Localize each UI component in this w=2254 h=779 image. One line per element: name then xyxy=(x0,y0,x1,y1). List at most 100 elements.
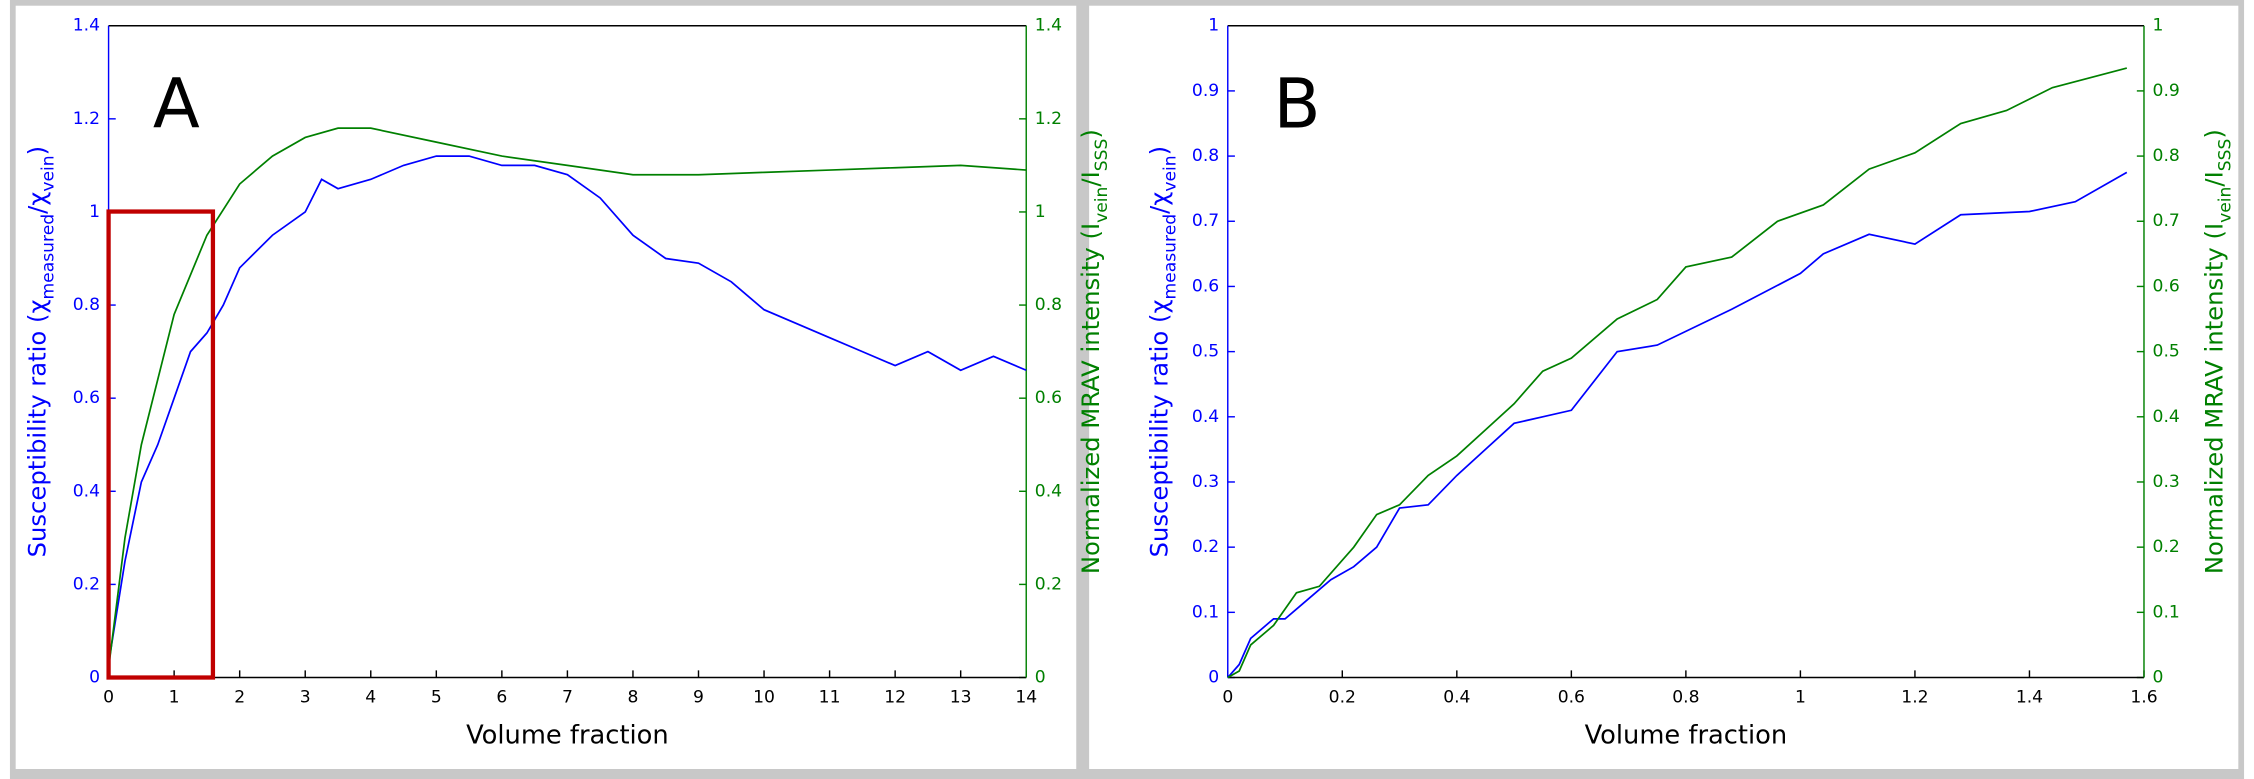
y2-tick-label: 0.2 xyxy=(2153,537,2180,557)
y-tick-label: 0 xyxy=(1208,668,1219,688)
x-tick-label: 0.6 xyxy=(1558,688,1585,708)
axis-label-part: Normalized MRAV intensity (I xyxy=(1076,223,1105,574)
y-tick-label: 0.8 xyxy=(1192,146,1219,166)
x-tick-label: 0 xyxy=(103,688,114,708)
y2-tick-label: 1.2 xyxy=(1035,109,1062,129)
y-tick-label: 0.3 xyxy=(1192,472,1219,492)
axis-label-subscript: measured xyxy=(39,214,59,300)
data-line xyxy=(107,127,1027,669)
axis-label-part: ) xyxy=(2199,129,2228,138)
y-tick-label: 0.5 xyxy=(1192,342,1219,362)
axis-label-subscript: vein xyxy=(39,155,59,191)
y-tick-label: 0.9 xyxy=(1192,81,1219,101)
y2-tick-label: 0.5 xyxy=(2153,342,2180,362)
y2-tick-label: 0.2 xyxy=(1035,574,1062,594)
axis-label-part: Susceptibility ratio (χ xyxy=(23,300,52,558)
axis-label-part: /I xyxy=(2199,171,2228,186)
axis-label-part: /I xyxy=(1076,171,1105,186)
y-tick-label: 0 xyxy=(89,668,100,688)
y2-tick-label: 0 xyxy=(1035,668,1046,688)
y-tick-label: 0.7 xyxy=(1192,211,1219,231)
x-tick-label: 4 xyxy=(365,688,376,708)
axis-label-part: Susceptibility ratio (χ xyxy=(1145,300,1174,558)
axis-label-part: ) xyxy=(1145,146,1174,155)
x-tick-label: 11 xyxy=(819,688,841,708)
x-tick-label: 1.2 xyxy=(1901,688,1928,708)
y2-axis-label: Normalized MRAV intensity (Ivein/ISSS) xyxy=(2199,129,2235,574)
x-tick-label: 1 xyxy=(1795,688,1806,708)
panel-label: B xyxy=(1274,65,1321,145)
y-axis-label: Susceptibility ratio (χmeasured/χvein) xyxy=(23,146,59,558)
data-line xyxy=(1227,171,2128,679)
panel-label: A xyxy=(153,65,200,145)
panel-a-background xyxy=(15,5,1077,769)
y2-axis-label: Normalized MRAV intensity (Ivein/ISSS) xyxy=(1076,129,1112,574)
y-tick-label: 0.6 xyxy=(73,388,100,408)
y-tick-label: 1 xyxy=(89,202,100,222)
x-tick-label: 2 xyxy=(234,688,245,708)
y2-tick-label: 0.8 xyxy=(1035,295,1062,315)
y2-tick-label: 0.3 xyxy=(2153,472,2180,492)
x-tick-label: 12 xyxy=(884,688,906,708)
axis-label-subscript: SSS xyxy=(2215,139,2235,172)
x-tick-label: 0 xyxy=(1222,688,1233,708)
y-tick-label: 0.8 xyxy=(73,295,100,315)
y2-tick-label: 1 xyxy=(1035,202,1046,222)
x-tick-label: 8 xyxy=(627,688,638,708)
y-axis-label: Susceptibility ratio (χmeasured/χvein) xyxy=(1145,146,1181,558)
y2-tick-label: 0.8 xyxy=(2153,146,2180,166)
x-tick-label: 9 xyxy=(693,688,704,708)
data-line xyxy=(107,155,1027,664)
x-tick-label: 13 xyxy=(950,688,972,708)
axis-label-part: /χ xyxy=(1145,192,1174,214)
axis-label-subscript: vein xyxy=(1092,187,1112,223)
axis-label-part: ) xyxy=(1076,129,1105,138)
y-tick-label: 1.2 xyxy=(73,109,100,129)
y2-tick-label: 0.7 xyxy=(2153,211,2180,231)
axis-label-part: Normalized MRAV intensity (I xyxy=(2199,223,2228,574)
x-tick-label: 1.4 xyxy=(2016,688,2043,708)
axis-label-part: /χ xyxy=(23,192,52,214)
x-tick-label: 1 xyxy=(169,688,180,708)
x-tick-label: 0.2 xyxy=(1329,688,1356,708)
y2-tick-label: 0.6 xyxy=(2153,276,2180,296)
x-tick-label: 0.4 xyxy=(1443,688,1470,708)
x-tick-label: 0.8 xyxy=(1672,688,1699,708)
highlight-box xyxy=(106,209,216,680)
y2-tick-label: 0.1 xyxy=(2153,602,2180,622)
axis-label-subscript: vein xyxy=(2215,187,2235,223)
x-tick-label: 7 xyxy=(562,688,573,708)
y2-tick-label: 1.4 xyxy=(1035,16,1062,36)
y2-tick-label: 0.9 xyxy=(2153,81,2180,101)
panel-b-background xyxy=(1089,5,2239,769)
x-tick-label: 6 xyxy=(496,688,507,708)
y-tick-label: 0.2 xyxy=(73,574,100,594)
y-tick-label: 1.4 xyxy=(73,16,100,36)
x-axis-label: Volume fraction xyxy=(466,721,669,751)
axis-label-subscript: measured xyxy=(1161,214,1181,300)
y-tick-label: 0.2 xyxy=(1192,537,1219,557)
charts: 0 1 2 3 4 5 6 7 8 9 10 11 12 13 1400.20.40.60.811.21.4… xyxy=(23,16,2236,751)
y-tick-label: 0.6 xyxy=(1192,276,1219,296)
y2-tick-label: 1 xyxy=(2153,16,2164,36)
y2-tick-label: 0.4 xyxy=(1035,481,1062,501)
y2-tick-label: 0.6 xyxy=(1035,388,1062,408)
x-tick-label: 1.6 xyxy=(2130,688,2157,708)
axis-label-subscript: vein xyxy=(1161,155,1181,191)
x-axis-label: Volume fraction xyxy=(1585,721,1788,751)
x-tick-label: 10 xyxy=(753,688,775,708)
x-tick-label: 5 xyxy=(431,688,442,708)
y-tick-label: 0.1 xyxy=(1192,602,1219,622)
y2-tick-label: 0.4 xyxy=(2153,407,2180,427)
axis-label-part: ) xyxy=(23,146,52,155)
y-tick-label: 1 xyxy=(1208,16,1219,36)
y-tick-label: 0.4 xyxy=(1192,407,1219,427)
x-tick-label: 14 xyxy=(1015,688,1037,708)
data-line xyxy=(1227,67,2128,679)
y2-tick-label: 0 xyxy=(2153,668,2164,688)
y-tick-label: 0.4 xyxy=(73,481,100,501)
axis-label-subscript: SSS xyxy=(1092,139,1112,172)
x-tick-label: 3 xyxy=(300,688,311,708)
